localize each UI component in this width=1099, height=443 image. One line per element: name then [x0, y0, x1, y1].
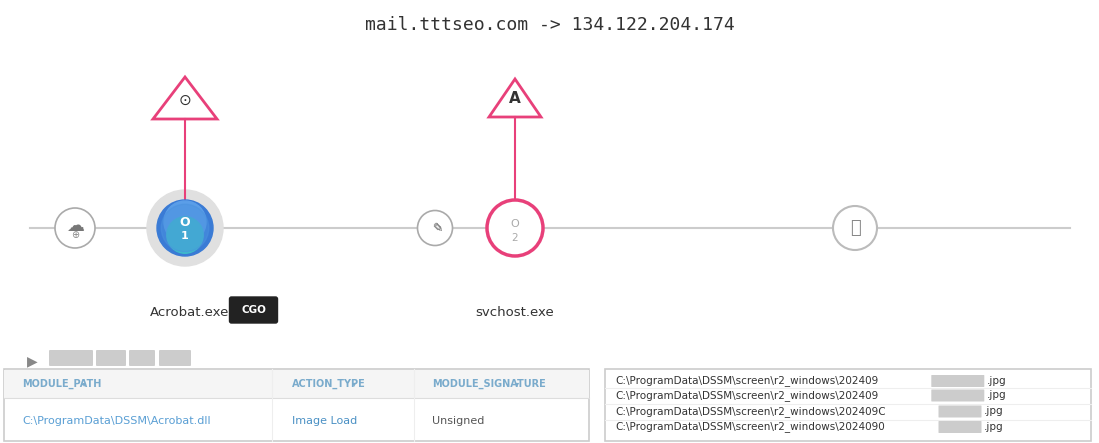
- Text: ⊙: ⊙: [179, 93, 191, 108]
- Text: ▾: ▾: [352, 379, 356, 388]
- Text: svchost.exe: svchost.exe: [476, 307, 554, 319]
- FancyBboxPatch shape: [931, 375, 985, 387]
- Circle shape: [55, 208, 95, 248]
- Circle shape: [147, 190, 223, 266]
- Text: 🗒: 🗒: [850, 219, 861, 237]
- FancyBboxPatch shape: [230, 297, 278, 323]
- FancyBboxPatch shape: [129, 350, 155, 366]
- Text: mail.tttseo.com -> 134.122.204.174: mail.tttseo.com -> 134.122.204.174: [365, 16, 734, 34]
- Text: C:\ProgramData\DSSM\screen\r2_windows\202409: C:\ProgramData\DSSM\screen\r2_windows\20…: [615, 390, 878, 401]
- Text: ▶: ▶: [26, 354, 37, 368]
- Text: ⊕: ⊕: [71, 230, 79, 241]
- Text: MODULE_PATH: MODULE_PATH: [22, 378, 101, 389]
- Circle shape: [157, 200, 213, 256]
- Text: ☁: ☁: [66, 217, 84, 235]
- Circle shape: [162, 204, 209, 252]
- Text: MODULE_SIGNATURE: MODULE_SIGNATURE: [432, 378, 546, 389]
- Text: A: A: [509, 92, 521, 106]
- FancyBboxPatch shape: [606, 369, 1091, 441]
- Text: ▾: ▾: [81, 379, 86, 388]
- FancyBboxPatch shape: [96, 350, 126, 366]
- Text: Acrobat.exe: Acrobat.exe: [149, 307, 230, 319]
- Text: O: O: [180, 216, 190, 229]
- Text: O: O: [511, 219, 520, 229]
- FancyBboxPatch shape: [931, 389, 985, 401]
- Text: ✏: ✏: [428, 220, 444, 236]
- Text: C:\ProgramData\DSSM\screen\r2_windows\2024090: C:\ProgramData\DSSM\screen\r2_windows\20…: [615, 422, 885, 432]
- Circle shape: [487, 200, 543, 256]
- Text: Image Load: Image Load: [292, 416, 357, 426]
- Circle shape: [418, 210, 453, 245]
- Circle shape: [164, 201, 206, 243]
- Text: ▾: ▾: [515, 379, 520, 388]
- Text: 2: 2: [512, 233, 519, 243]
- FancyBboxPatch shape: [159, 350, 191, 366]
- Text: .jpg: .jpg: [984, 422, 1003, 432]
- Circle shape: [167, 217, 203, 253]
- Text: .jpg: .jpg: [984, 407, 1003, 416]
- FancyBboxPatch shape: [4, 369, 589, 441]
- Text: ACTION_TYPE: ACTION_TYPE: [292, 378, 366, 389]
- Text: C:\ProgramData\DSSM\screen\r2_windows\202409C: C:\ProgramData\DSSM\screen\r2_windows\20…: [615, 406, 886, 417]
- Text: .jpg: .jpg: [987, 376, 1007, 386]
- Text: 1: 1: [181, 232, 189, 241]
- FancyBboxPatch shape: [4, 369, 589, 399]
- FancyBboxPatch shape: [939, 405, 981, 417]
- Circle shape: [833, 206, 877, 250]
- FancyBboxPatch shape: [49, 350, 93, 366]
- Text: C:\ProgramData\DSSM\screen\r2_windows\202409: C:\ProgramData\DSSM\screen\r2_windows\20…: [615, 376, 878, 386]
- Text: .jpg: .jpg: [987, 390, 1007, 400]
- Text: Unsigned: Unsigned: [432, 416, 485, 426]
- Text: C:\ProgramData\DSSM\Acrobat.dll: C:\ProgramData\DSSM\Acrobat.dll: [22, 416, 211, 426]
- Text: CGO: CGO: [241, 305, 266, 315]
- FancyBboxPatch shape: [939, 421, 981, 433]
